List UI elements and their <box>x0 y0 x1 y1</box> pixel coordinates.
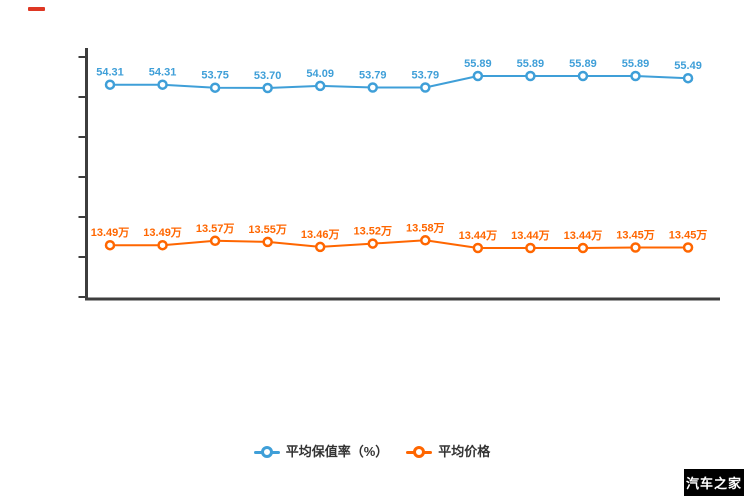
svg-text:13.49万: 13.49万 <box>143 226 182 239</box>
svg-text:54.31: 54.31 <box>149 67 177 79</box>
watermark-text: 汽车之家 <box>685 476 742 491</box>
svg-text:13.46万: 13.46万 <box>301 228 340 241</box>
chart-legend: 平均保值率（%） 平均价格 <box>0 441 744 463</box>
blue-line-series-icon <box>253 445 280 459</box>
svg-text:55.89: 55.89 <box>464 58 492 70</box>
legend-ring-glyph <box>413 446 426 458</box>
svg-text:55.89: 55.89 <box>622 58 650 70</box>
svg-text:53.70: 53.70 <box>254 70 282 82</box>
svg-text:13.55万: 13.55万 <box>248 223 287 236</box>
legend-item-avg-price[interactable]: 平均价格 <box>406 441 490 463</box>
svg-text:13.44万: 13.44万 <box>564 229 603 242</box>
legend-label-avg-retention: 平均保值率（%） <box>285 444 389 459</box>
svg-text:55.89: 55.89 <box>517 58 545 70</box>
svg-text:53.79: 53.79 <box>412 70 440 82</box>
orange-line-series-icon <box>406 445 433 459</box>
svg-text:13.58万: 13.58万 <box>406 221 445 234</box>
svg-text:53.75: 53.75 <box>201 70 229 82</box>
legend-label-avg-price: 平均价格 <box>438 444 491 459</box>
svg-text:54.09: 54.09 <box>306 68 334 80</box>
svg-text:13.44万: 13.44万 <box>459 229 498 242</box>
svg-text:13.45万: 13.45万 <box>669 229 708 242</box>
svg-text:13.44万: 13.44万 <box>511 229 550 242</box>
svg-text:13.45万: 13.45万 <box>616 229 655 242</box>
svg-text:54.31: 54.31 <box>96 67 124 79</box>
svg-text:13.49万: 13.49万 <box>91 226 130 239</box>
svg-text:13.57万: 13.57万 <box>196 222 235 235</box>
legend-item-avg-retention[interactable]: 平均保值率（%） <box>253 441 389 463</box>
svg-text:55.49: 55.49 <box>674 60 702 72</box>
svg-text:13.52万: 13.52万 <box>353 225 392 238</box>
svg-text:53.79: 53.79 <box>359 70 387 82</box>
watermark-autohome: 汽车之家 <box>684 469 744 496</box>
svg-text:55.89: 55.89 <box>569 58 597 70</box>
red-dash-mark <box>28 7 45 11</box>
legend-ring-glyph <box>260 446 273 458</box>
